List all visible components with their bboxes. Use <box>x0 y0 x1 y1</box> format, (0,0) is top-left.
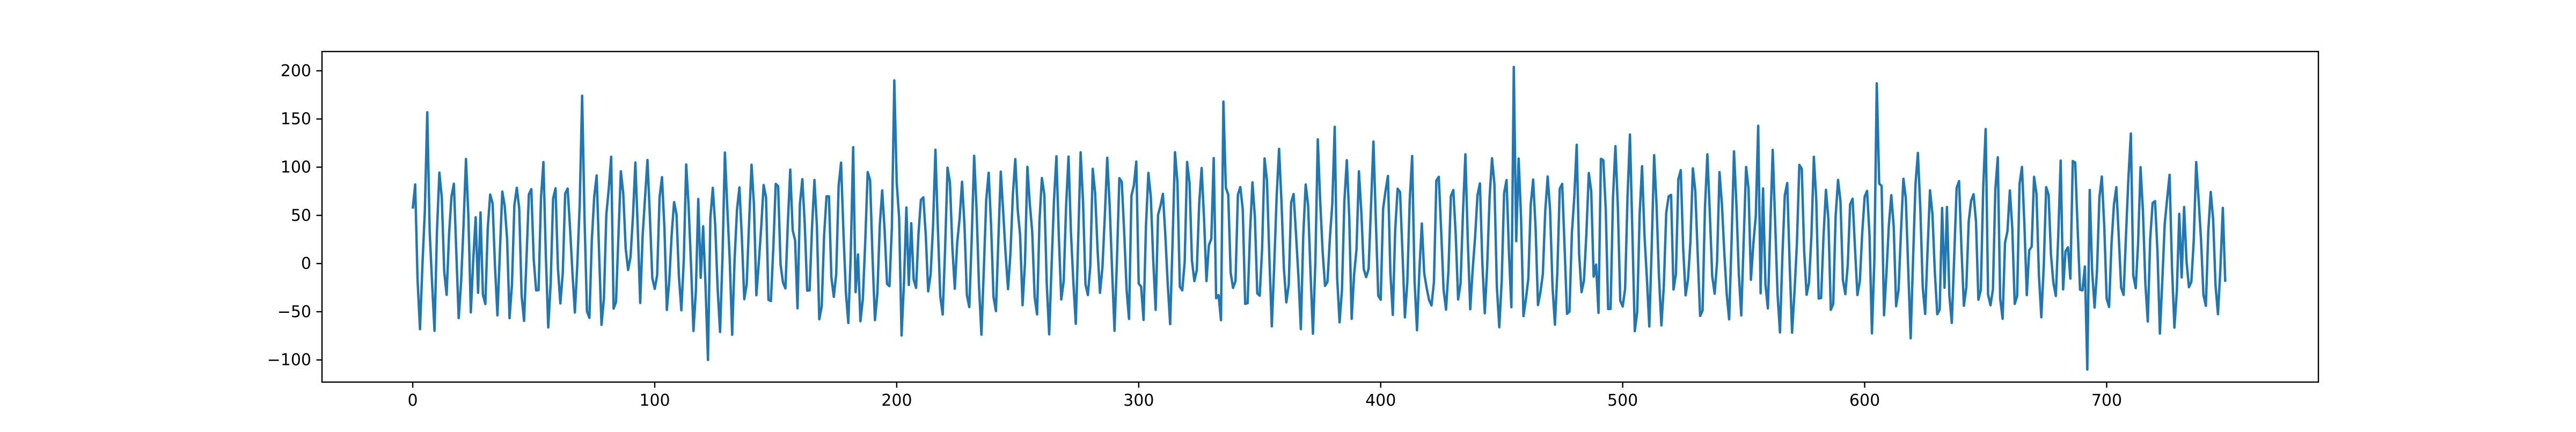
y-tick-label: −100 <box>267 351 311 370</box>
x-tick-label: 100 <box>639 391 670 410</box>
x-tick-label: 300 <box>1123 391 1154 410</box>
x-tick-label: 500 <box>1607 391 1638 410</box>
y-tick-label: −50 <box>277 303 311 321</box>
axes-frame <box>321 50 2319 383</box>
y-tick-label: 150 <box>281 110 311 129</box>
y-tick-label: 100 <box>281 158 311 177</box>
x-tick-label: 700 <box>2091 391 2122 410</box>
y-tick-label: 200 <box>281 62 311 80</box>
y-tick-label: 0 <box>301 254 311 273</box>
x-tick-label: 200 <box>881 391 912 410</box>
x-tick-label: 0 <box>408 391 418 410</box>
y-tick-label: 50 <box>291 206 311 225</box>
x-tick-label: 600 <box>1849 391 1880 410</box>
series-line <box>411 65 2227 371</box>
x-tick-label: 400 <box>1365 391 1396 410</box>
